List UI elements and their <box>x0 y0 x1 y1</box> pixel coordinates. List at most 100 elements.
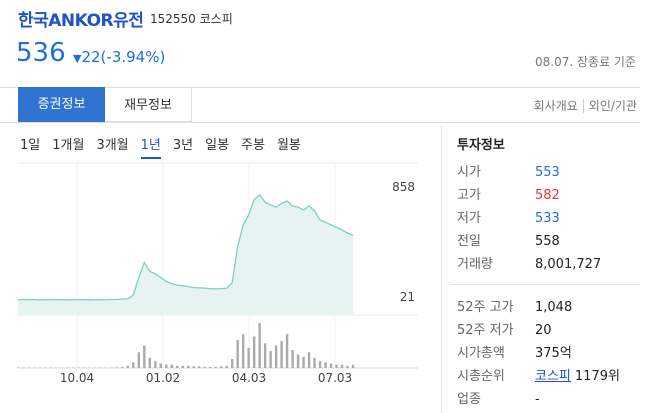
volume-bar <box>285 334 289 368</box>
info-row: 시가총액 375억 <box>457 342 572 361</box>
info-row: 52주 고가 1,048 <box>457 296 572 315</box>
info-label: 시총순위 <box>457 369 505 384</box>
info-value: 582 <box>535 188 560 203</box>
volume-bar <box>307 352 311 368</box>
volume-bar <box>209 366 212 368</box>
info-title: 투자정보 <box>457 138 505 153</box>
info-value[interactable]: 코스피 <box>535 369 571 384</box>
info-label: 저가 <box>457 211 481 226</box>
volume-bar <box>165 364 168 368</box>
volume-bar <box>187 365 190 368</box>
volume-bar <box>137 352 141 368</box>
volume-bar <box>302 356 305 368</box>
volume-bar <box>340 364 344 368</box>
volume-bar <box>280 341 283 368</box>
info-label: 업종 <box>457 392 481 407</box>
info-row: 52주 저가 20 <box>457 319 552 338</box>
current-price: 536 <box>16 38 66 68</box>
info-row: 거래량 8,001,727 <box>457 253 601 272</box>
volume-bar <box>225 365 228 368</box>
volume-bar <box>329 363 333 368</box>
info-label: 52주 저가 <box>457 323 514 338</box>
links: 회사개요 외인/기관 <box>534 97 637 114</box>
volume-bar <box>241 334 245 368</box>
volume-bar <box>291 350 294 368</box>
volume-bar <box>198 366 201 368</box>
y-label: 858 <box>392 180 415 194</box>
period-tab[interactable]: 일봉 <box>205 138 230 153</box>
volume-bar <box>274 345 278 368</box>
info-value: 533 <box>535 211 560 226</box>
volume-bar <box>252 336 256 368</box>
info-value: 375억 <box>535 346 572 361</box>
period-tabs: 1일 1개월 3개월 1년 3년 일봉 주봉 월봉 <box>20 134 313 159</box>
volume-bar <box>269 351 272 368</box>
y-label: 21 <box>400 290 415 304</box>
volume-bar <box>214 366 217 368</box>
info-value: 20 <box>535 323 552 338</box>
info-label: 시가총액 <box>457 346 505 361</box>
volume-bar <box>126 365 130 368</box>
info-row: 시총순위 코스피 1179위 <box>457 365 620 384</box>
volume-bar <box>335 364 338 368</box>
period-tab[interactable]: 1일 <box>20 138 41 153</box>
volume-bar <box>154 361 157 368</box>
tab[interactable]: 재무정보 <box>105 87 192 122</box>
volume-bar <box>132 362 135 368</box>
info-row: 업종 - <box>457 388 540 407</box>
code: 152550 <box>150 12 196 26</box>
volume-bar <box>351 364 355 368</box>
volume-bar <box>143 345 146 368</box>
period-tab[interactable]: 주봉 <box>241 138 265 153</box>
volume-bar <box>203 366 206 368</box>
info-row: 시가 553 <box>457 161 560 180</box>
volume-bar <box>230 359 234 368</box>
period-tab[interactable]: 3개월 <box>96 138 129 153</box>
x-label: 04.03 <box>232 371 266 385</box>
volume-bar <box>115 367 119 368</box>
link[interactable]: 외인/기관 <box>582 99 637 113</box>
info-label: 고가 <box>457 188 481 203</box>
market: 코스피 <box>199 12 233 26</box>
info-row: 전일 558 <box>457 230 560 249</box>
info-value: - <box>535 392 540 407</box>
info-value: 8,001,727 <box>535 257 602 272</box>
volume-bar <box>258 323 261 368</box>
info-value: 1,048 <box>535 300 573 315</box>
volume-bar <box>296 354 300 368</box>
volume-bar <box>247 347 250 368</box>
price-area <box>18 195 353 315</box>
info-row: 고가 582 <box>457 184 560 203</box>
info-value: 558 <box>535 234 560 249</box>
volume-bar <box>121 366 124 368</box>
separator <box>450 284 640 285</box>
link[interactable]: 회사개요 <box>533 99 578 113</box>
info-label: 시가 <box>457 165 481 180</box>
volume-bar <box>324 362 327 368</box>
period-tab[interactable]: 1개월 <box>52 138 85 153</box>
volume-bar <box>318 361 322 368</box>
x-label: 01.02 <box>146 371 180 385</box>
info-label: 52주 고가 <box>457 300 514 315</box>
volume-bar <box>263 343 267 368</box>
info-row: 저가 533 <box>457 207 560 226</box>
volume-bar <box>159 363 162 368</box>
info-rank: 1179위 <box>574 369 620 384</box>
volume-bar <box>219 366 223 368</box>
volume-bar <box>16 367 20 368</box>
period-tab[interactable]: 1년 <box>140 134 161 159</box>
info-label: 전일 <box>457 234 481 249</box>
volume-bar <box>313 357 316 368</box>
date: 08.07. 장종료 기준 <box>535 55 636 69</box>
volume-bar <box>148 357 152 368</box>
tab[interactable]: 증권정보 <box>18 87 105 122</box>
tab-bar: 증권정보 재무정보 <box>0 87 640 123</box>
x-label: 07.03 <box>318 371 352 385</box>
volume-bar <box>192 366 195 368</box>
volume-bar <box>170 364 173 368</box>
period-tab[interactable]: 월봉 <box>276 138 301 153</box>
info-value: 553 <box>535 165 560 180</box>
period-tab[interactable]: 3년 <box>172 138 194 153</box>
